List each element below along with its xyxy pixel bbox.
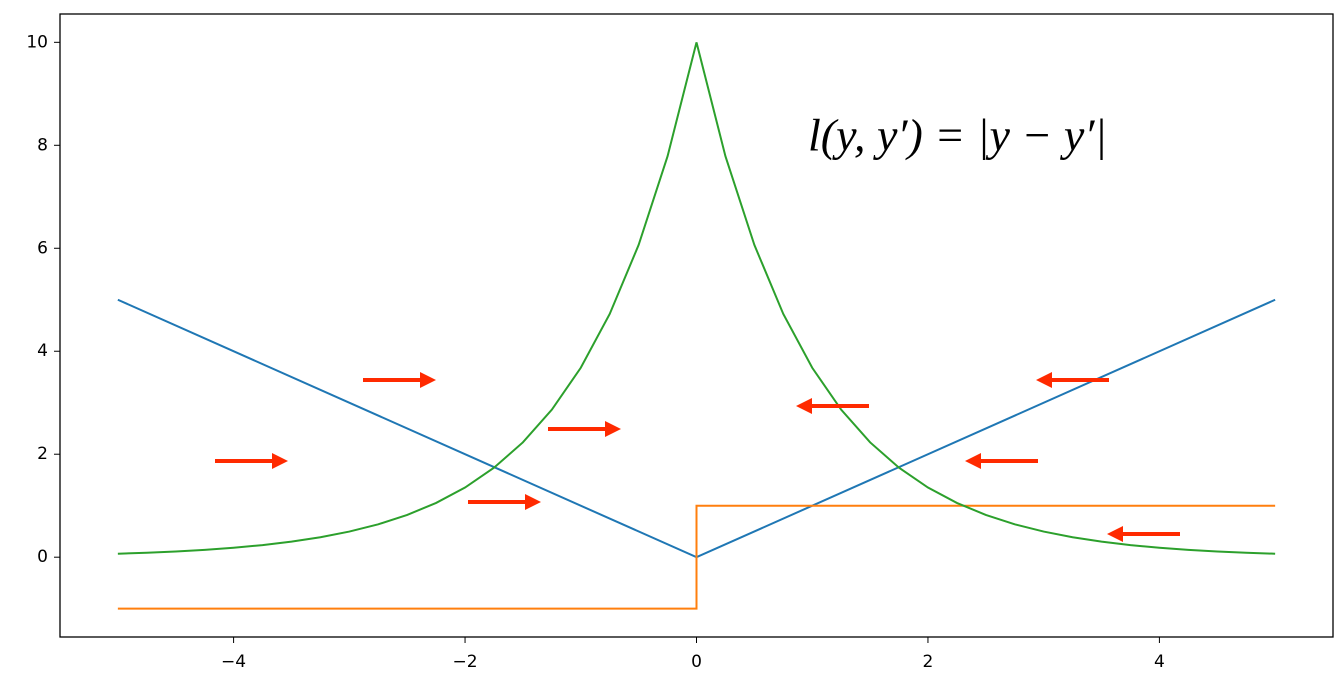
x-tick-label: −4 <box>221 652 246 672</box>
y-tick-label: 6 <box>37 238 48 258</box>
arrows <box>215 372 1180 542</box>
y-tick-label: 4 <box>37 341 48 361</box>
annotation: l(y, y′) = |y − y′| <box>808 110 1107 161</box>
x-tick-label: 0 <box>691 652 702 672</box>
y-tick-label: 0 <box>37 547 48 567</box>
y-tick-label: 10 <box>26 32 48 52</box>
x-tick-label: 4 <box>1154 652 1165 672</box>
y-tick-label: 8 <box>37 135 48 155</box>
x-tick-label: −2 <box>453 652 478 672</box>
line <box>117 504 1276 610</box>
y-tick-label: 2 <box>37 444 48 464</box>
line <box>117 42 1276 555</box>
x-tick-label: 2 <box>923 652 934 672</box>
